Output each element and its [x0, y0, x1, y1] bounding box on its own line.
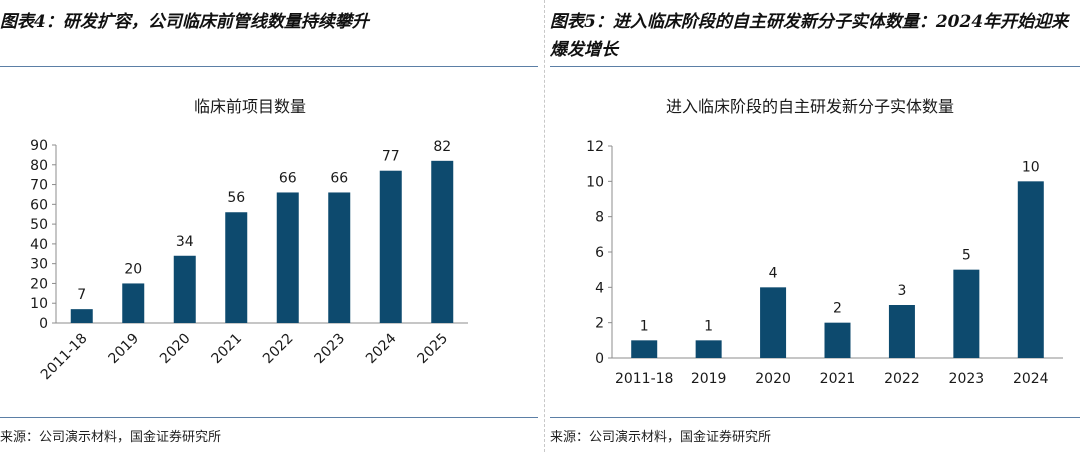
figure-heading: 图表5：进入临床阶段的自主研发新分子实体数量：2024年开始迎来爆发增长	[550, 12, 1069, 60]
x-tick-label: 2022	[884, 371, 920, 387]
data-label: 66	[330, 170, 348, 186]
bar	[695, 340, 722, 358]
y-tick-label: 90	[30, 138, 48, 154]
x-tick-label: 2011-18	[38, 331, 91, 384]
data-label: 1	[640, 318, 649, 334]
data-label: 5	[962, 248, 971, 264]
bar	[631, 340, 658, 358]
bar	[1017, 181, 1044, 358]
data-label: 56	[227, 190, 245, 206]
y-tick-label: 60	[30, 197, 48, 213]
chart-panel-left: 图表4：研发扩容，公司临床前管线数量持续攀升 临床前项目数量 0 10 20 30 40 5…	[0, 0, 538, 452]
figure-heading: 图表4：研发扩容，公司临床前管线数量持续攀升	[0, 12, 369, 32]
bar	[173, 255, 196, 323]
x-tick-label: 2021	[209, 331, 246, 368]
data-label: 77	[382, 149, 400, 165]
chart-title: 临床前项目数量	[194, 97, 306, 116]
panel-divider	[544, 0, 545, 452]
y-tick-label: 8	[595, 210, 604, 226]
y-tick-label: 6	[595, 245, 604, 261]
x-tick-label: 2023	[949, 371, 985, 387]
source-note: 来源：公司演示材料，国金证券研究所	[0, 430, 222, 445]
x-tick-label: 2020	[157, 331, 194, 368]
y-tick-label: 30	[30, 257, 48, 273]
bottom-rule	[0, 417, 538, 418]
y-tick-label: 10	[30, 296, 48, 312]
y-tick-label: 40	[30, 237, 48, 253]
bar	[276, 192, 299, 323]
x-tick-label: 2023	[312, 331, 349, 368]
bar	[122, 283, 145, 323]
bar-chart-preclinical: 临床前项目数量 0 10 20 30 40 50 60 70 80 90 7 2011-18 20 2019…	[30, 97, 468, 384]
chart-title: 进入临床阶段的自主研发新分子实体数量	[666, 97, 954, 116]
data-label: 66	[279, 170, 297, 186]
x-tick-label: 2025	[415, 331, 452, 368]
y-tick-label: 50	[30, 217, 48, 233]
y-tick-label: 10	[586, 174, 604, 190]
data-label: 10	[1022, 159, 1040, 175]
top-rule	[0, 66, 538, 67]
x-tick-label: 2022	[260, 331, 297, 368]
y-tick-label: 12	[586, 139, 604, 155]
y-tick-label: 0	[39, 316, 48, 332]
x-tick-label: 2020	[755, 371, 791, 387]
bar	[328, 192, 351, 323]
bar	[888, 305, 915, 358]
source-note: 来源：公司演示材料，国金证券研究所	[550, 430, 772, 445]
bar	[760, 287, 787, 358]
bar	[824, 322, 851, 358]
bar	[225, 212, 248, 323]
data-label: 20	[124, 261, 142, 277]
x-tick-label: 2019	[106, 331, 143, 368]
data-label: 34	[176, 234, 194, 250]
y-tick-label: 70	[30, 178, 48, 194]
data-label: 1	[704, 318, 713, 334]
x-tick-label: 2021	[820, 371, 856, 387]
data-label: 3	[897, 283, 906, 299]
y-tick-label: 2	[595, 316, 604, 332]
bar	[379, 170, 402, 323]
chart-panel-right: 图表5：进入临床阶段的自主研发新分子实体数量：2024年开始迎来爆发增长 进入临…	[550, 0, 1080, 452]
x-tick-label: 2024	[1013, 371, 1049, 387]
y-tick-label: 4	[595, 280, 604, 296]
bottom-rule	[550, 417, 1080, 418]
x-tick-label: 2011-18	[615, 371, 674, 387]
y-tick-label: 20	[30, 276, 48, 292]
data-label: 7	[77, 287, 86, 303]
data-label: 4	[769, 265, 778, 281]
bar-chart-clinical-nme: 进入临床阶段的自主研发新分子实体数量 0 2 4 6 8 10 12 1 2011-18 1 2019…	[586, 97, 1063, 387]
bar	[431, 160, 454, 323]
y-tick-label: 0	[595, 351, 604, 367]
x-tick-label: 2019	[691, 371, 727, 387]
bar	[953, 269, 980, 358]
data-label: 2	[833, 301, 842, 317]
bar	[70, 309, 93, 323]
x-tick-label: 2024	[363, 330, 400, 367]
data-label: 82	[433, 139, 451, 155]
y-tick-label: 80	[30, 158, 48, 174]
top-rule	[550, 66, 1080, 67]
